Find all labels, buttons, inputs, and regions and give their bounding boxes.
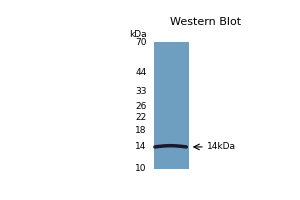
Text: 14: 14 [135, 142, 147, 151]
Text: 10: 10 [135, 164, 147, 173]
Text: 18: 18 [135, 126, 147, 135]
Text: 26: 26 [135, 102, 147, 111]
Bar [154, 42, 189, 169]
Text: 33: 33 [135, 87, 147, 96]
Text: 14kDa: 14kDa [207, 142, 236, 151]
Text: 44: 44 [136, 68, 147, 77]
Text: 22: 22 [136, 113, 147, 122]
Text: 70: 70 [135, 38, 147, 47]
Text: Western Blot: Western Blot [170, 17, 242, 27]
Text: kDa: kDa [129, 30, 147, 39]
